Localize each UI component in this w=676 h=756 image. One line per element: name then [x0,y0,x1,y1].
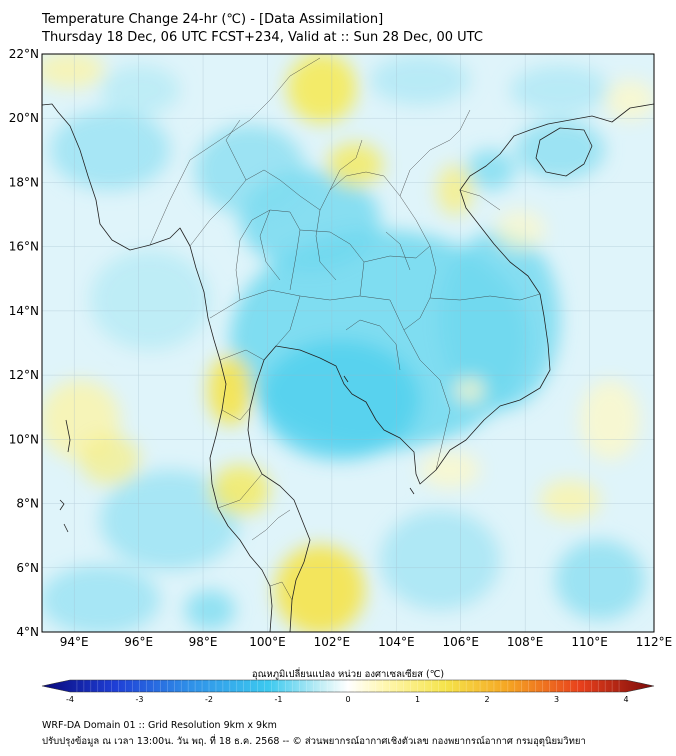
province-borders [149,57,541,601]
colorbar-tick: 0 [345,695,350,704]
lon-label: 110°E [571,635,608,649]
lat-label: 8°N [16,497,39,511]
colorbar-tick: 4 [623,695,628,704]
colorbar-tick: 2 [484,695,489,704]
lat-label: 14°N [9,304,39,318]
colorbar: อุณหภูมิเปลี่ยนแปลง หน่วย องศาเซลเซียส (… [41,667,655,704]
lon-label: 94°E [60,635,89,649]
longitude-labels: 94°E 96°E 98°E 100°E 102°E 104°E 106°E 1… [60,635,672,649]
lon-label: 96°E [124,635,153,649]
colorbar-tick: 3 [554,695,559,704]
lon-label: 100°E [249,635,286,649]
colorbar-tick: -4 [66,695,74,704]
footer-model-info: WRF-DA Domain 01 :: Grid Resolution 9km … [42,720,277,731]
lat-label: 16°N [9,240,39,254]
lon-label: 104°E [378,635,415,649]
footer-credits: ปรับปรุงข้อมูล ณ เวลา 13:00น. วัน พฤ. ที… [42,736,586,747]
lon-label: 102°E [314,635,351,649]
map-frame [41,53,655,633]
lat-label: 6°N [16,561,39,575]
latitude-labels: 22°N 20°N 18°N 16°N 14°N 12°N 10°N 8°N 6… [9,47,39,639]
colorbar-tick: 1 [415,695,420,704]
lat-label: 12°N [9,368,39,382]
temperature-field [42,54,654,632]
map-title: Temperature Change 24-hr (℃) - [Data Ass… [42,12,384,27]
lat-label: 18°N [9,175,39,189]
lat-label: 10°N [9,432,39,446]
lat-label: 22°N [9,47,39,61]
colorbar-label: อุณหภูมิเปลี่ยนแปลง หน่วย องศาเซลเซียส (… [252,667,444,680]
colorbar-tick: -3 [136,695,144,704]
map-subtitle: Thursday 18 Dec, 06 UTC FCST+234, Valid … [42,30,483,45]
lat-label: 4°N [16,625,39,639]
lon-label: 98°E [189,635,218,649]
colorbar-tick: -2 [205,695,213,704]
lon-label: 106°E [442,635,479,649]
colorbar-tick: -1 [275,695,283,704]
lat-label: 20°N [9,111,39,125]
lon-label: 108°E [507,635,544,649]
lon-label: 112°E [636,635,673,649]
